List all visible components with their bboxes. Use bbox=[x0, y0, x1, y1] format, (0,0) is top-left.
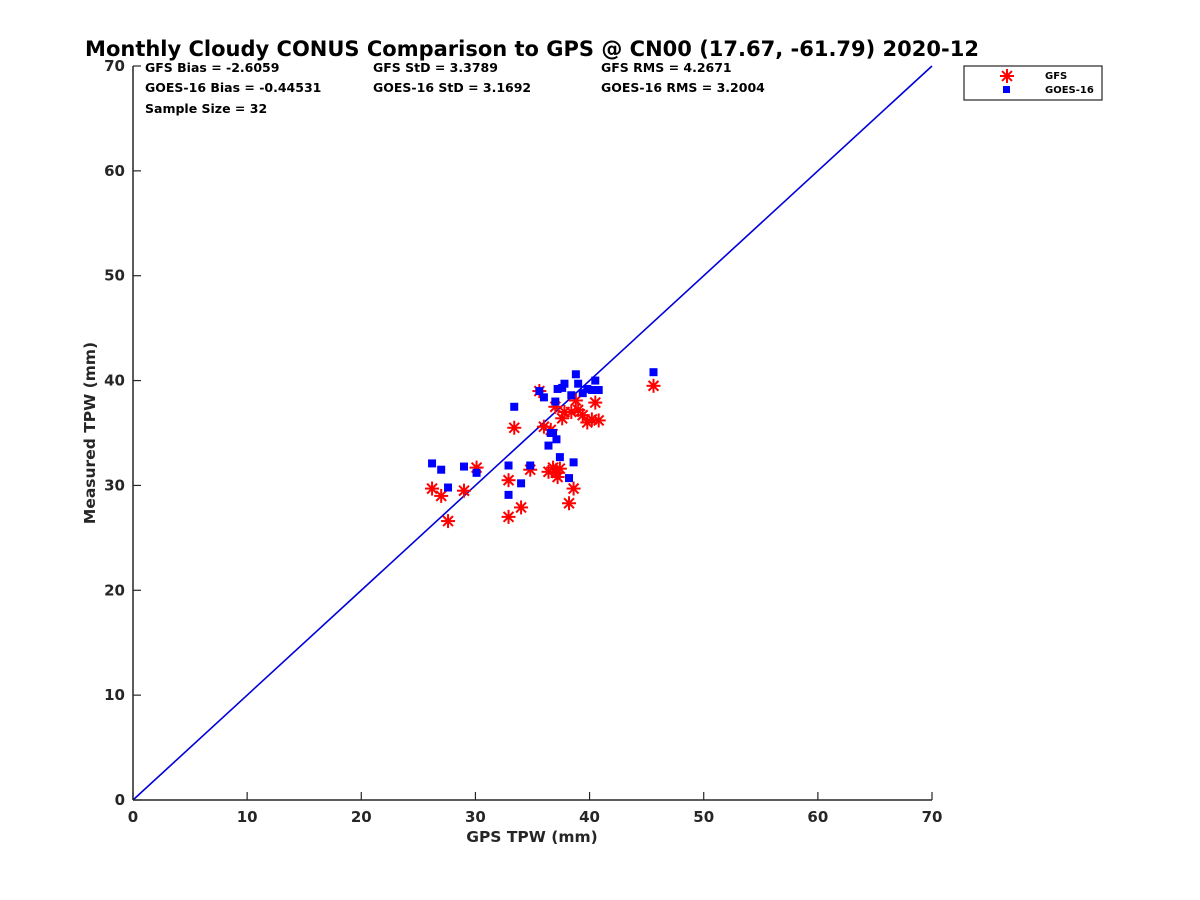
goes16-point bbox=[517, 479, 526, 488]
goes16-point bbox=[560, 379, 569, 388]
stats-annotations: GFS Bias = -2.6059 GFS StD = 3.3789 GFS … bbox=[145, 60, 765, 116]
y-tick-label: 0 bbox=[115, 791, 125, 809]
goes16-point bbox=[587, 386, 596, 395]
goes16-point bbox=[428, 459, 437, 468]
y-tick-label: 20 bbox=[104, 581, 125, 599]
legend-gfs-label: GFS bbox=[1045, 71, 1067, 82]
x-tick-label: 60 bbox=[807, 808, 828, 826]
goes16-point bbox=[553, 384, 562, 393]
goes16-point bbox=[460, 462, 469, 471]
x-tick-label: 40 bbox=[579, 808, 600, 826]
gfs-point bbox=[646, 378, 661, 393]
x-tick-label: 70 bbox=[922, 808, 943, 826]
goes16-point bbox=[574, 379, 583, 388]
legend-gfs-marker bbox=[1000, 69, 1014, 83]
goes16-point bbox=[571, 370, 580, 379]
gfs-point bbox=[441, 514, 456, 529]
gfs-point bbox=[552, 461, 567, 476]
gfs-point bbox=[457, 483, 472, 498]
stat-goes-rms: GOES-16 RMS = 3.2004 bbox=[601, 80, 765, 95]
x-axis-ticks: 0 10 20 30 40 50 60 70 bbox=[128, 792, 943, 826]
x-tick-label: 10 bbox=[237, 808, 258, 826]
gfs-point bbox=[501, 473, 516, 488]
gfs-markers bbox=[425, 378, 661, 529]
gfs-point bbox=[566, 481, 581, 496]
y-tick-label: 30 bbox=[104, 476, 125, 494]
stat-goes-bias: GOES-16 Bias = -0.44531 bbox=[145, 80, 321, 95]
stat-gfs-std: GFS StD = 3.3789 bbox=[373, 60, 498, 75]
gfs-point bbox=[591, 413, 606, 428]
legend-goes16-marker bbox=[1003, 86, 1010, 93]
legend: GFS GOES-16 bbox=[963, 65, 1103, 101]
goes16-point bbox=[549, 429, 558, 437]
goes16-point bbox=[504, 461, 513, 470]
goes16-point bbox=[567, 391, 576, 400]
y-tick-label: 50 bbox=[104, 267, 125, 285]
goes16-point bbox=[555, 453, 564, 462]
goes16-point bbox=[552, 435, 561, 444]
gfs-point bbox=[434, 488, 449, 503]
goes16-point bbox=[510, 402, 519, 411]
goes16-point bbox=[526, 461, 535, 470]
stat-goes-std: GOES-16 StD = 3.1692 bbox=[373, 80, 531, 95]
legend-goes16-label: GOES-16 bbox=[1045, 85, 1094, 96]
goes16-point bbox=[539, 393, 548, 402]
goes16-point bbox=[649, 368, 658, 377]
gfs-point bbox=[588, 395, 603, 410]
reference-line-group bbox=[132, 65, 933, 801]
stat-gfs-rms: GFS RMS = 4.2671 bbox=[601, 60, 732, 75]
x-tick-label: 0 bbox=[128, 808, 138, 826]
stat-gfs-bias: GFS Bias = -2.6059 bbox=[145, 60, 279, 75]
goes16-markers bbox=[428, 368, 658, 499]
legend-box bbox=[963, 65, 1103, 101]
goes16-point bbox=[583, 384, 592, 393]
goes16-point bbox=[569, 458, 578, 467]
goes16-point bbox=[535, 387, 544, 396]
x-tick-label: 50 bbox=[693, 808, 714, 826]
chart-title: Monthly Cloudy CONUS Comparison to GPS @… bbox=[85, 37, 979, 61]
x-tick-label: 20 bbox=[351, 808, 372, 826]
gfs-point bbox=[501, 509, 516, 524]
y-tick-label: 60 bbox=[104, 162, 125, 180]
goes16-point bbox=[578, 389, 587, 398]
goes16-point bbox=[551, 397, 560, 406]
plot-area bbox=[132, 65, 933, 801]
gfs-point bbox=[514, 500, 529, 515]
y-tick-label: 70 bbox=[104, 57, 125, 75]
x-tick-label: 30 bbox=[465, 808, 486, 826]
y-tick-label: 10 bbox=[104, 686, 125, 704]
goes16-point bbox=[504, 490, 513, 499]
legend-gfs-asterisk bbox=[1000, 69, 1014, 83]
gfs-point bbox=[507, 420, 522, 435]
goes16-point bbox=[444, 483, 453, 492]
gfs-point bbox=[550, 470, 565, 485]
y-tick-label: 40 bbox=[104, 372, 125, 390]
goes16-point bbox=[594, 386, 603, 395]
goes16-point bbox=[472, 468, 481, 477]
y-axis-label: Measured TPW (mm) bbox=[81, 342, 99, 524]
gfs-point bbox=[562, 496, 577, 511]
y-axis-ticks: 0 10 20 30 40 50 60 70 bbox=[104, 57, 141, 809]
goes16-point bbox=[565, 474, 574, 483]
goes16-point bbox=[544, 441, 553, 450]
gfs-point bbox=[425, 481, 440, 496]
goes16-point bbox=[437, 465, 446, 474]
stat-sample-size: Sample Size = 32 bbox=[145, 101, 267, 116]
x-axis-label: GPS TPW (mm) bbox=[466, 828, 598, 846]
goes16-point bbox=[591, 376, 600, 385]
one-to-one-line bbox=[132, 65, 933, 801]
goes16-point bbox=[558, 383, 567, 392]
